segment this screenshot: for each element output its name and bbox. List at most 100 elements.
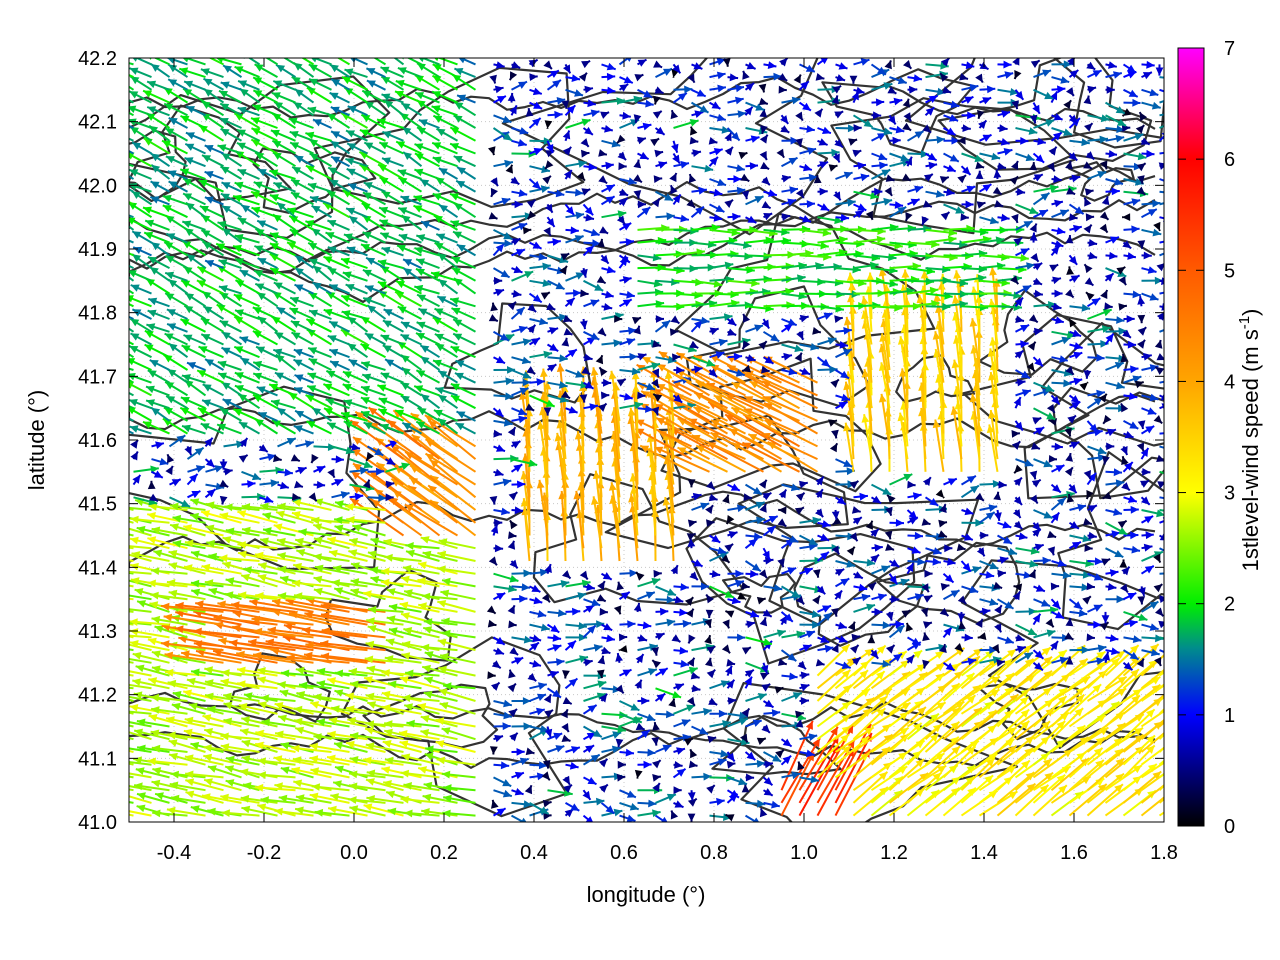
contour-line xyxy=(793,552,926,647)
wind-arrow xyxy=(960,774,994,804)
wind-arrow xyxy=(257,771,296,779)
wind-arrow-head xyxy=(190,805,200,813)
wind-arrow xyxy=(95,667,134,677)
wind-arrow xyxy=(294,806,332,817)
wind-arrow xyxy=(599,783,609,793)
wind-arrow xyxy=(129,772,152,779)
wind-arrow xyxy=(1122,763,1158,791)
wind-arrow-shaft xyxy=(129,610,134,613)
wind-arrow xyxy=(400,769,440,779)
wind-arrow xyxy=(942,764,977,791)
wind-arrow-head xyxy=(114,549,123,557)
wind-arrow xyxy=(709,813,732,821)
wind-arrow-head xyxy=(101,795,110,803)
wind-arrow xyxy=(382,780,422,792)
wind-arrow-shaft xyxy=(129,788,134,792)
wind-arrow-head xyxy=(1169,659,1178,667)
wind-arrow-head xyxy=(1056,774,1066,784)
wind-arrow-head xyxy=(706,785,715,794)
wind-arrow xyxy=(600,802,615,815)
wind-arrow-head xyxy=(95,667,104,675)
wind-arrow-head xyxy=(422,793,432,802)
wind-arrow xyxy=(996,759,1031,791)
wind-arrow-head xyxy=(845,725,854,734)
wind-arrow xyxy=(240,794,278,804)
wind-arrow-head xyxy=(185,770,194,779)
wind-arrow-head xyxy=(1044,772,1054,781)
wind-arrow-head xyxy=(502,789,512,798)
wind-arrow-head xyxy=(599,784,608,793)
wind-arrow xyxy=(348,770,386,779)
wind-arrow-head xyxy=(116,654,125,662)
wind-arrow-head xyxy=(919,773,929,781)
wind-arrow-head xyxy=(113,790,122,798)
wind-arrow-head xyxy=(652,783,660,792)
wind-arrow-head xyxy=(543,812,552,820)
contour-line xyxy=(604,414,849,550)
wind-arrow-head xyxy=(116,707,124,715)
wind-arrow xyxy=(185,770,224,779)
wind-arrow xyxy=(759,807,768,818)
wind-arrow-head xyxy=(541,771,550,781)
wind-arrow xyxy=(366,769,404,779)
wind-arrow xyxy=(403,782,440,792)
wind-arrow-shaft xyxy=(834,723,872,791)
wind-arrow xyxy=(254,783,296,792)
wind-arrow xyxy=(443,784,476,792)
wind-arrow xyxy=(1050,757,1090,791)
wind-arrow xyxy=(135,767,170,779)
wind-arrow-head xyxy=(99,526,108,534)
wind-arrow xyxy=(1032,784,1068,817)
wind-arrow-head xyxy=(170,794,180,803)
wind-arrow-head xyxy=(1039,784,1049,794)
wind-arrow xyxy=(99,526,134,537)
wind-arrow xyxy=(725,813,735,822)
wind-arrow xyxy=(170,770,206,779)
wind-arrow-shaft xyxy=(744,814,759,822)
wind-arrow xyxy=(493,789,513,798)
wind-arrow-head xyxy=(443,794,452,803)
wind-arrow xyxy=(225,779,260,792)
contour-line xyxy=(1023,322,1164,500)
wind-arrow-head xyxy=(1167,739,1176,747)
wind-arrow xyxy=(906,771,942,804)
wind-arrow-head xyxy=(564,809,574,818)
wind-arrow-head xyxy=(1008,791,1018,800)
wind-arrow-head xyxy=(930,790,940,799)
wind-arrow-head xyxy=(328,805,337,814)
wind-arrow-head xyxy=(523,800,532,809)
wind-arrow-head xyxy=(207,765,217,773)
contour-line xyxy=(1057,451,1164,631)
wind-arrow xyxy=(583,776,597,786)
wind-arrow xyxy=(295,794,332,804)
wind-arrow-shaft xyxy=(780,720,814,791)
wind-arrow-head xyxy=(274,782,283,790)
wind-arrow-head xyxy=(687,813,696,822)
wind-arrow-head xyxy=(93,592,102,600)
wind-arrow-head xyxy=(257,771,266,779)
wind-arrow xyxy=(706,784,716,794)
wind-arrow xyxy=(745,799,766,808)
wind-arrow-head xyxy=(260,796,269,804)
wind-arrow xyxy=(201,793,242,804)
wind-arrow-head xyxy=(932,772,942,781)
wind-arrow xyxy=(709,797,725,806)
wind-arrow-head xyxy=(564,789,573,797)
wind-arrow-head xyxy=(170,770,179,779)
wind-arrow xyxy=(654,814,668,822)
wind-arrow xyxy=(524,784,533,795)
wind-arrow xyxy=(583,797,605,806)
wind-arrow xyxy=(129,648,134,652)
wind-arrow-head xyxy=(442,809,451,818)
wind-arrow-head xyxy=(585,816,594,822)
wind-arrow-head xyxy=(119,591,128,599)
wind-arrow-head xyxy=(521,817,527,822)
wind-arrow-head xyxy=(310,767,320,775)
wind-arrow-head xyxy=(118,718,127,726)
wind-arrow xyxy=(493,776,512,788)
contour-line xyxy=(876,541,1021,625)
wind-arrow-head xyxy=(185,790,195,799)
wind-arrow-head xyxy=(152,809,161,818)
wind-arrow-head xyxy=(381,766,391,774)
wind-arrow-head xyxy=(166,806,176,815)
